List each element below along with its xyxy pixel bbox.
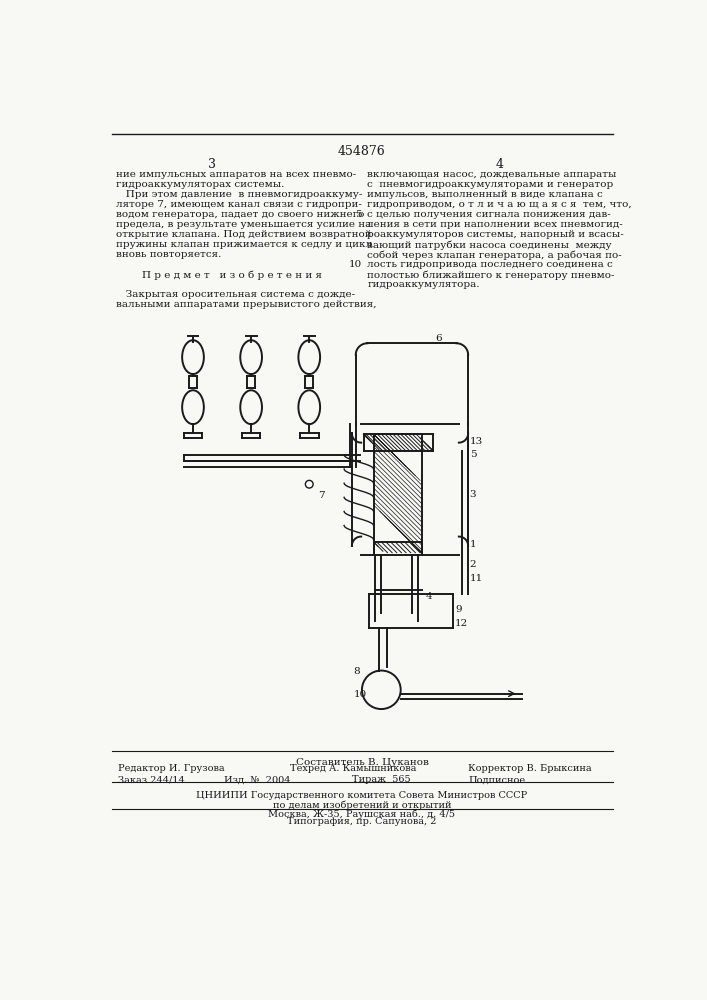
Text: лость гидропривода последнего соединена с: лость гидропривода последнего соединена … [368, 260, 613, 269]
Text: импульсов, выполненный в виде клапана с: импульсов, выполненный в виде клапана с [368, 190, 603, 199]
Text: 4: 4 [495, 158, 503, 172]
Text: 4: 4 [426, 592, 432, 601]
Text: При этом давление  в пневмогидроаккуму-: При этом давление в пневмогидроаккуму- [115, 190, 362, 199]
Text: 3: 3 [469, 490, 477, 499]
Text: по делам изобретений и открытий: по делам изобретений и открытий [273, 801, 451, 810]
Text: водом генератора, падает до своего нижнего: водом генератора, падает до своего нижне… [115, 210, 364, 219]
Text: гидроприводом, о т л и ч а ю щ а я с я  тем, что,: гидроприводом, о т л и ч а ю щ а я с я т… [368, 200, 632, 209]
Text: 11: 11 [469, 574, 483, 583]
Text: Изд. №  2004: Изд. № 2004 [224, 775, 291, 784]
Text: Корректор В. Брыксина: Корректор В. Брыксина [468, 764, 592, 773]
Text: полостью ближайшего к генератору пневмо-: полостью ближайшего к генератору пневмо- [368, 270, 615, 280]
Text: Техред А. Камышникова: Техред А. Камышникова [290, 764, 416, 773]
Text: 7: 7 [317, 491, 325, 500]
Text: ления в сети при наполнении всех пневмогид-: ления в сети при наполнении всех пневмог… [368, 220, 623, 229]
Text: Типография, пр. Сапунова, 2: Типография, пр. Сапунова, 2 [287, 817, 437, 826]
Text: 5: 5 [469, 450, 477, 459]
Text: 2: 2 [469, 560, 477, 569]
Text: включающая насос, дождевальные аппараты: включающая насос, дождевальные аппараты [368, 170, 617, 179]
Text: Редактор И. Грузова: Редактор И. Грузова [118, 764, 224, 773]
Text: 13: 13 [469, 437, 483, 446]
Text: Москва, Ж-35, Раушская наб., д. 4/5: Москва, Ж-35, Раушская наб., д. 4/5 [269, 810, 455, 819]
Text: 12: 12 [455, 619, 468, 628]
Text: собой через клапан генератора, а рабочая по-: собой через клапан генератора, а рабочая… [368, 250, 622, 260]
Text: предела, в результате уменьшается усилие на: предела, в результате уменьшается усилие… [115, 220, 370, 229]
Text: 1: 1 [469, 540, 477, 549]
Text: роаккумуляторов системы, напорный и всасы-: роаккумуляторов системы, напорный и всас… [368, 230, 624, 239]
Text: открытие клапана. Под действием возвратной: открытие клапана. Под действием возвратн… [115, 230, 371, 239]
Text: Подписное: Подписное [468, 775, 525, 784]
Text: Тираж  565: Тираж 565 [352, 775, 411, 784]
Text: П р е д м е т   и з о б р е т е н и я: П р е д м е т и з о б р е т е н и я [115, 270, 322, 280]
Text: 10: 10 [354, 690, 367, 699]
Text: 6: 6 [436, 334, 442, 343]
Text: вающий патрубки насоса соединены  между: вающий патрубки насоса соединены между [368, 240, 612, 250]
Text: гидроаккумулятора.: гидроаккумулятора. [368, 280, 480, 289]
Text: 454876: 454876 [338, 145, 386, 158]
Text: 8: 8 [354, 667, 360, 676]
Text: с  пневмогидроаккумуляторами и генератор: с пневмогидроаккумуляторами и генератор [368, 180, 614, 189]
Text: с целью получения сигнала понижения дав-: с целью получения сигнала понижения дав- [368, 210, 611, 219]
Text: ЦНИИПИ Государственного комитета Совета Министров СССР: ЦНИИПИ Государственного комитета Совета … [197, 791, 527, 800]
Text: Заказ 244/14: Заказ 244/14 [118, 775, 185, 784]
Text: Закрытая оросительная система с дожде-: Закрытая оросительная система с дожде- [115, 290, 355, 299]
Text: 9: 9 [455, 605, 462, 614]
Text: 5: 5 [356, 210, 362, 219]
Text: Составитель В. Цуканов: Составитель В. Цуканов [296, 758, 428, 767]
Text: пружины клапан прижимается к седлу и цикл: пружины клапан прижимается к седлу и цик… [115, 240, 372, 249]
Text: гидроаккумуляторах системы.: гидроаккумуляторах системы. [115, 180, 284, 189]
Text: вновь повторяется.: вновь повторяется. [115, 250, 221, 259]
Text: ние импульсных аппаратов на всех пневмо-: ние импульсных аппаратов на всех пневмо- [115, 170, 356, 179]
Text: ляторе 7, имеющем канал связи с гидропри-: ляторе 7, имеющем канал связи с гидропри… [115, 200, 361, 209]
Text: 3: 3 [209, 158, 216, 172]
Text: 10: 10 [349, 260, 362, 269]
Text: вальными аппаратами прерывистого действия,: вальными аппаратами прерывистого действи… [115, 300, 376, 309]
